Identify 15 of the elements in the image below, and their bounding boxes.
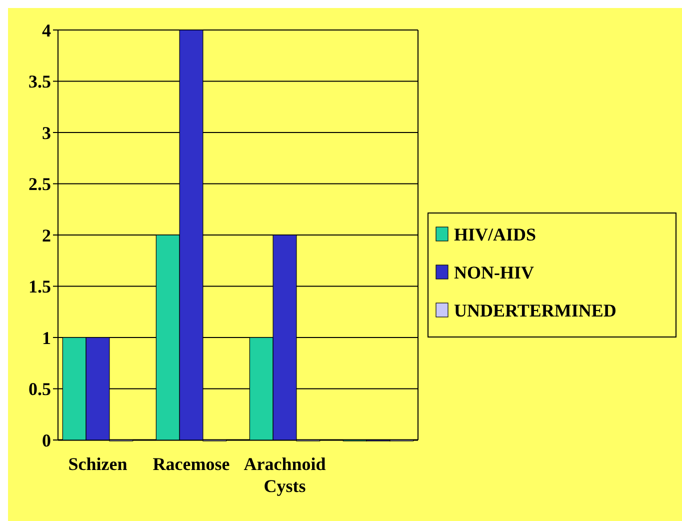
y-tick-label: 1.5	[28, 276, 51, 297]
x-tick-label: Schizen	[68, 454, 128, 474]
y-tick-label: 1	[42, 328, 51, 348]
y-tick-label: 2.5	[28, 174, 51, 194]
x-tick-label: Racemose	[152, 454, 230, 474]
y-tick-label: 0.5	[28, 379, 51, 400]
y-tick-label: 4	[42, 20, 51, 40]
x-tick-label: Arachnoid Cysts	[244, 454, 326, 496]
y-tick-label: 2	[42, 225, 51, 246]
y-tick-label: 3	[42, 122, 51, 143]
y-tick-label: 3.5	[28, 72, 51, 92]
y-tick-label: 0	[42, 430, 51, 450]
legend-label: UNDERTERMINED	[454, 300, 616, 320]
legend-label: NON-HIV	[454, 262, 534, 282]
legend-label: HIV/AIDS	[454, 224, 536, 244]
